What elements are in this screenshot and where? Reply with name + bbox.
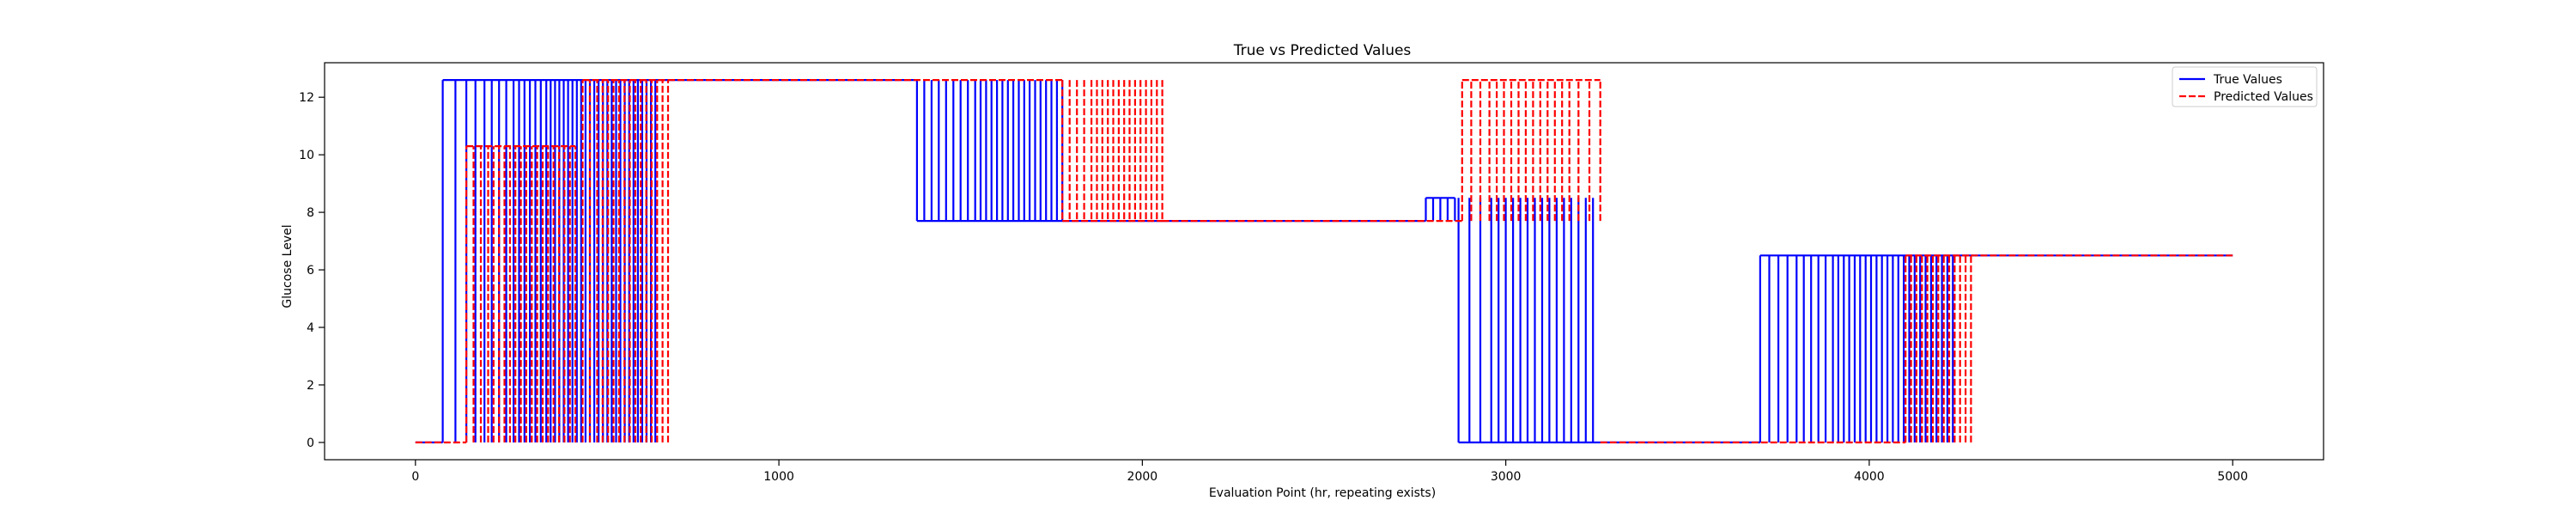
y-tick-label: 0 (307, 437, 314, 450)
y-axis-ticks: 0 2 4 6 8 10 12 (299, 91, 325, 450)
chart-title: True vs Predicted Values (1233, 42, 1412, 59)
y-tick-label: 6 (307, 264, 314, 278)
x-tick-label: 5000 (2217, 470, 2248, 484)
legend-label: Predicted Values (2214, 90, 2313, 104)
x-axis-label: Evaluation Point (hr, repeating exists) (1209, 486, 1436, 500)
x-tick-label: 2000 (1127, 470, 1158, 484)
y-tick-label: 8 (307, 206, 314, 220)
x-tick-label: 4000 (1854, 470, 1885, 484)
x-axis-ticks: 0 1000 2000 3000 4000 5000 (411, 460, 2248, 484)
x-tick-label: 1000 (763, 470, 794, 484)
plot-area (324, 62, 2324, 461)
series-line-predicted-values (415, 79, 2233, 443)
x-tick-label: 3000 (1491, 470, 1522, 484)
axes-frame (324, 62, 2324, 461)
legend: True Values Predicted Values (2172, 66, 2318, 107)
y-tick-label: 2 (307, 379, 314, 393)
legend-label: True Values (2213, 73, 2282, 87)
y-tick-label: 4 (307, 321, 314, 335)
x-tick-label: 0 (411, 470, 419, 484)
legend-box (2172, 66, 2318, 107)
y-tick-label: 10 (299, 149, 314, 162)
y-tick-label: 12 (299, 91, 314, 105)
y-axis-label: Glucose Level (281, 224, 295, 308)
